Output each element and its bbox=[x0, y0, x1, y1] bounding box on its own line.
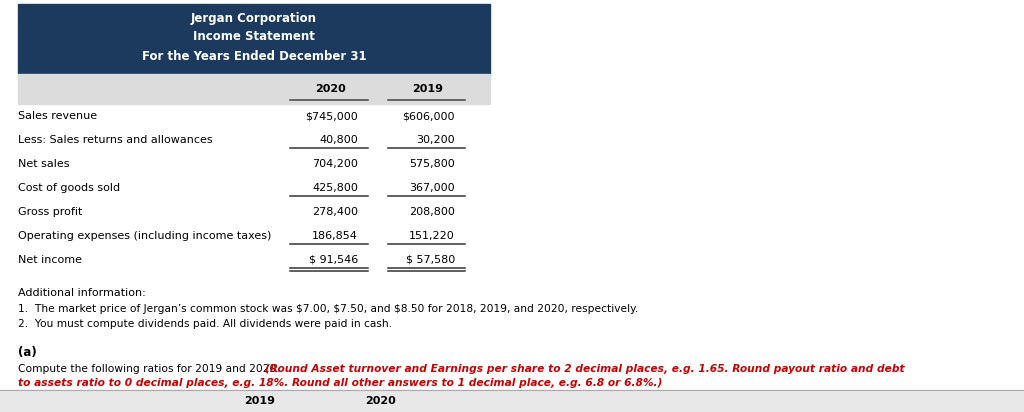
Text: Income Statement: Income Statement bbox=[194, 30, 315, 42]
FancyBboxPatch shape bbox=[18, 74, 490, 104]
Text: $ 91,546: $ 91,546 bbox=[309, 255, 358, 265]
Text: 40,800: 40,800 bbox=[319, 135, 358, 145]
Text: Less: Sales returns and allowances: Less: Sales returns and allowances bbox=[18, 135, 213, 145]
Text: 425,800: 425,800 bbox=[312, 183, 358, 193]
Text: Additional information:: Additional information: bbox=[18, 288, 145, 298]
Text: 30,200: 30,200 bbox=[417, 135, 455, 145]
Text: $606,000: $606,000 bbox=[402, 111, 455, 121]
Text: Cost of goods sold: Cost of goods sold bbox=[18, 183, 120, 193]
Text: Net sales: Net sales bbox=[18, 159, 70, 169]
Text: 2019: 2019 bbox=[245, 396, 275, 406]
Text: Net income: Net income bbox=[18, 255, 82, 265]
Text: 151,220: 151,220 bbox=[410, 231, 455, 241]
Text: Compute the following ratios for 2019 and 2020.: Compute the following ratios for 2019 an… bbox=[18, 364, 283, 374]
Text: 704,200: 704,200 bbox=[312, 159, 358, 169]
Text: 367,000: 367,000 bbox=[410, 183, 455, 193]
Text: (Round Asset turnover and Earnings per share to 2 decimal places, e.g. 1.65. Rou: (Round Asset turnover and Earnings per s… bbox=[265, 364, 905, 374]
Text: 1.  The market price of Jergan’s common stock was $7.00, $7.50, and $8.50 for 20: 1. The market price of Jergan’s common s… bbox=[18, 304, 638, 314]
Text: $ 57,580: $ 57,580 bbox=[406, 255, 455, 265]
FancyBboxPatch shape bbox=[0, 390, 1024, 412]
Text: 186,854: 186,854 bbox=[312, 231, 358, 241]
Text: Jergan Corporation: Jergan Corporation bbox=[191, 12, 317, 24]
Text: 278,400: 278,400 bbox=[312, 207, 358, 217]
Text: 2.  You must compute dividends paid. All dividends were paid in cash.: 2. You must compute dividends paid. All … bbox=[18, 319, 392, 329]
Text: $745,000: $745,000 bbox=[305, 111, 358, 121]
Text: 2019: 2019 bbox=[413, 84, 443, 94]
Text: For the Years Ended December 31: For the Years Ended December 31 bbox=[141, 49, 367, 63]
Text: 208,800: 208,800 bbox=[410, 207, 455, 217]
Text: Gross profit: Gross profit bbox=[18, 207, 82, 217]
Text: 2020: 2020 bbox=[314, 84, 345, 94]
Text: 2020: 2020 bbox=[365, 396, 395, 406]
Text: to assets ratio to 0 decimal places, e.g. 18%. Round all other answers to 1 deci: to assets ratio to 0 decimal places, e.g… bbox=[18, 378, 663, 388]
Text: 575,800: 575,800 bbox=[410, 159, 455, 169]
Text: Sales revenue: Sales revenue bbox=[18, 111, 97, 121]
Text: Operating expenses (including income taxes): Operating expenses (including income tax… bbox=[18, 231, 271, 241]
Text: (a): (a) bbox=[18, 346, 37, 359]
FancyBboxPatch shape bbox=[18, 4, 490, 74]
